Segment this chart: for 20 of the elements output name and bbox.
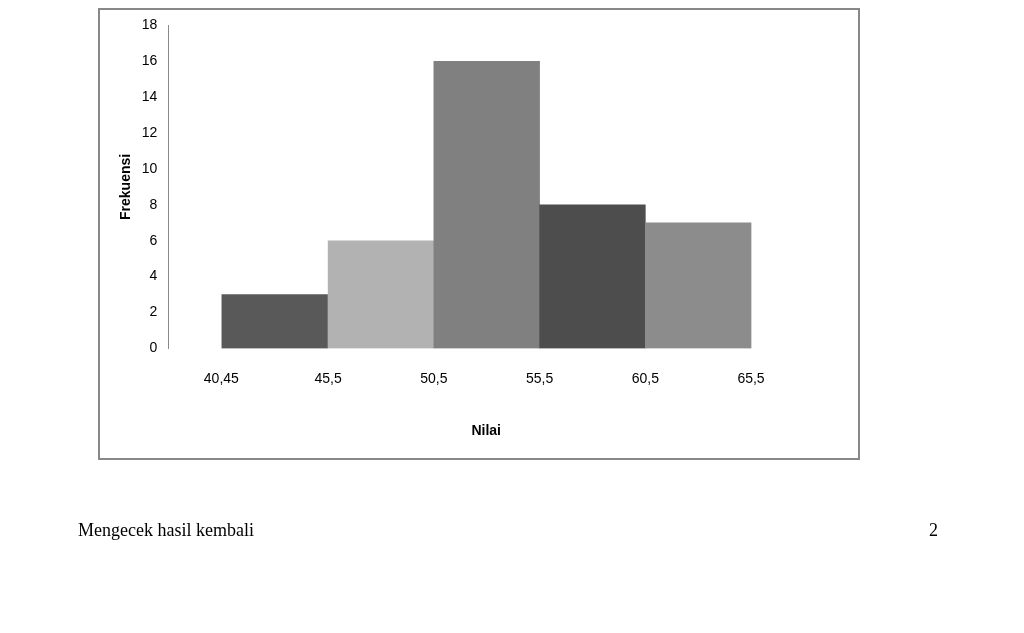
- x-axis-title: Nilai: [471, 422, 501, 439]
- x-tick-label: 60,5: [631, 369, 660, 386]
- text: Mengecek hasil kembali: [78, 520, 254, 541]
- y-tick-label: 12: [141, 123, 158, 140]
- y-tick-label: 0: [149, 339, 158, 356]
- y-tick-label: 14: [141, 88, 158, 105]
- y-tick-label: 4: [149, 267, 158, 284]
- y-tick-label: 6: [149, 231, 158, 248]
- x-tick-label: 45,5: [314, 369, 342, 386]
- y-tick-label: 18: [141, 16, 158, 33]
- x-tick-label: 55,5: [525, 369, 554, 386]
- text: 2: [929, 520, 938, 541]
- y-tick-label: 2: [149, 303, 158, 320]
- y-tick-label: 10: [141, 159, 158, 176]
- y-tick-label: 16: [141, 52, 158, 69]
- x-tick-label: 65,5: [737, 369, 765, 386]
- y-axis-title: Frekuensi: [117, 153, 134, 220]
- y-tick-label: 8: [149, 195, 158, 212]
- x-tick-label: 50,5: [420, 369, 448, 386]
- x-tick-label: 40,45: [203, 369, 240, 386]
